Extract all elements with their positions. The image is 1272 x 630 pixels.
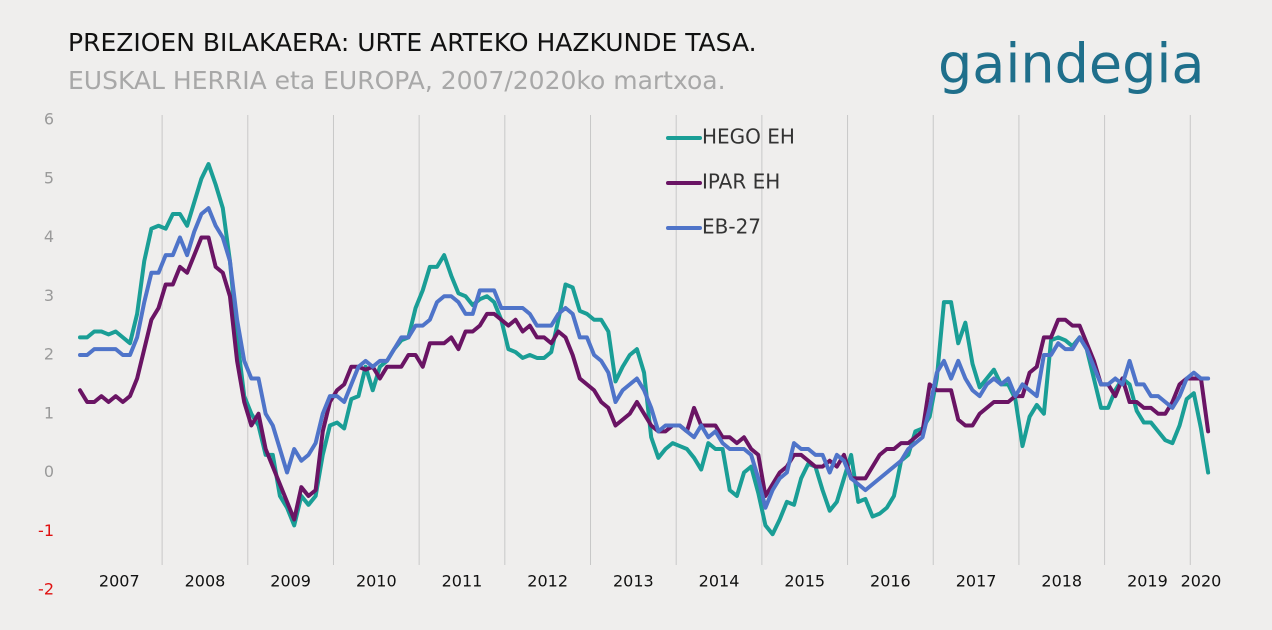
x-tick-label: 2019 bbox=[1127, 572, 1168, 591]
x-tick-label: 2017 bbox=[956, 572, 997, 591]
y-tick-label: 6 bbox=[44, 110, 54, 129]
x-tick-label: 2016 bbox=[870, 572, 911, 591]
logo: gaindegia bbox=[938, 33, 1204, 96]
x-tick-label: 2007 bbox=[99, 572, 140, 591]
x-tick-label: 2009 bbox=[270, 572, 311, 591]
x-tick-label: 2010 bbox=[356, 572, 397, 591]
y-tick-label: 1 bbox=[44, 403, 54, 422]
x-tick-label: 2011 bbox=[442, 572, 483, 591]
y-tick-label: -1 bbox=[38, 521, 54, 540]
series-line bbox=[78, 206, 1211, 510]
y-tick-label: 4 bbox=[44, 227, 54, 246]
y-tick-label: 0 bbox=[44, 462, 54, 481]
y-tick-label: -2 bbox=[38, 580, 54, 599]
chart-title: PREZIOEN BILAKAERA: URTE ARTEKO HAZKUNDE… bbox=[68, 28, 757, 57]
legend-label: EB-27 bbox=[702, 215, 761, 239]
chart-subtitle: EUSKAL HERRIA eta EUROPA, 2007/2020ko ma… bbox=[68, 66, 726, 95]
x-tick-label: 2018 bbox=[1041, 572, 1082, 591]
x-tick-label: 2008 bbox=[185, 572, 226, 591]
x-tick-label: 2020 bbox=[1181, 572, 1222, 591]
x-tick-label: 2012 bbox=[527, 572, 568, 591]
legend-label: HEGO EH bbox=[702, 125, 795, 149]
y-tick-label: 5 bbox=[44, 168, 54, 187]
series-line bbox=[78, 162, 1211, 537]
x-tick-label: 2013 bbox=[613, 572, 654, 591]
y-tick-label: 3 bbox=[44, 286, 54, 305]
x-tick-label: 2014 bbox=[699, 572, 740, 591]
x-tick-label: 2015 bbox=[784, 572, 825, 591]
legend-label: IPAR EH bbox=[702, 170, 780, 194]
series-line bbox=[78, 235, 1211, 522]
y-tick-label: 2 bbox=[44, 345, 54, 364]
